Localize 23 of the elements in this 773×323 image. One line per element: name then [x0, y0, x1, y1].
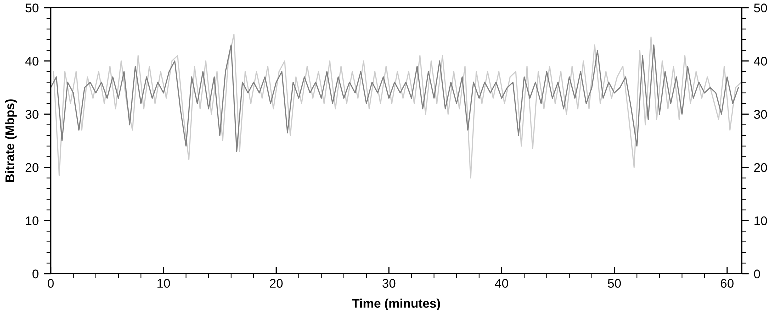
y-tick-label: 30: [26, 110, 39, 120]
y-axis-title: Bitrate (Mbps): [5, 100, 17, 182]
x-axis-title: Time (minutes): [352, 298, 440, 310]
y2-tick-label: 50: [754, 4, 768, 13]
y-tick-label: 0: [32, 270, 39, 279]
x-tick-label: 0: [48, 279, 54, 288]
x-tick-label: 10: [158, 279, 170, 288]
y2-tick-label: 40: [754, 57, 768, 66]
y-tick-label: 20: [26, 163, 39, 172]
x-tick-label: 20: [270, 279, 283, 288]
y-tick-label: 10: [26, 216, 39, 226]
x-tick-label: 50: [608, 279, 622, 288]
y2-tick-label: 20: [754, 163, 768, 172]
line-series: [53, 34, 742, 179]
y-tick-label: 50: [26, 4, 39, 13]
y2-tick-label: 30: [754, 110, 768, 120]
x-tick-label: 40: [495, 279, 508, 288]
y2-tick-label: 0: [754, 270, 760, 279]
x-tick-label: 30: [382, 279, 396, 288]
x-tick-label: 60: [721, 279, 734, 288]
line-series: [51, 44, 740, 152]
y-tick-label: 40: [26, 57, 39, 66]
y2-tick-label: 10: [754, 216, 768, 226]
